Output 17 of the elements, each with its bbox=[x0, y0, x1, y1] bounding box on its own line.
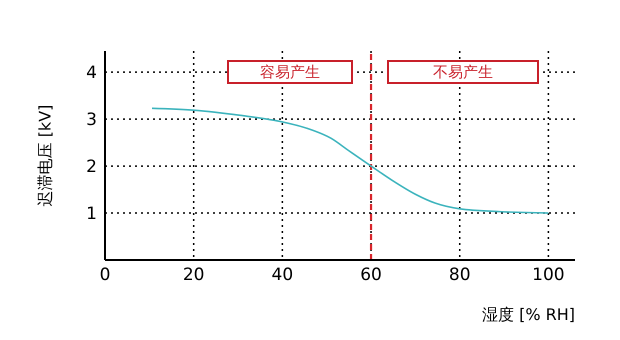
x-tick-label: 100 bbox=[532, 265, 565, 286]
x-tick-label: 40 bbox=[272, 265, 294, 286]
y-tick-label: 1 bbox=[86, 204, 97, 224]
x-tick-label: 60 bbox=[360, 265, 382, 286]
y-tick-label: 3 bbox=[86, 110, 97, 130]
label-box: 不易产生 bbox=[387, 60, 540, 84]
annotation: 不易产生 bbox=[433, 62, 494, 82]
y-axis-title: 迟滞电压 [kV] bbox=[36, 104, 55, 206]
y-tick-label: 2 bbox=[86, 157, 97, 178]
y-tick-label: 4 bbox=[86, 63, 97, 84]
annotation: 容易产生 bbox=[260, 62, 320, 82]
x-axis-title: 湿度 [% RH] bbox=[482, 305, 575, 324]
line-series bbox=[151, 108, 550, 214]
label-box: 容易产生 bbox=[227, 60, 354, 84]
x-tick-label: 0 bbox=[100, 265, 110, 286]
x-tick-label: 20 bbox=[182, 265, 204, 286]
x-tick-label: 80 bbox=[448, 265, 471, 286]
